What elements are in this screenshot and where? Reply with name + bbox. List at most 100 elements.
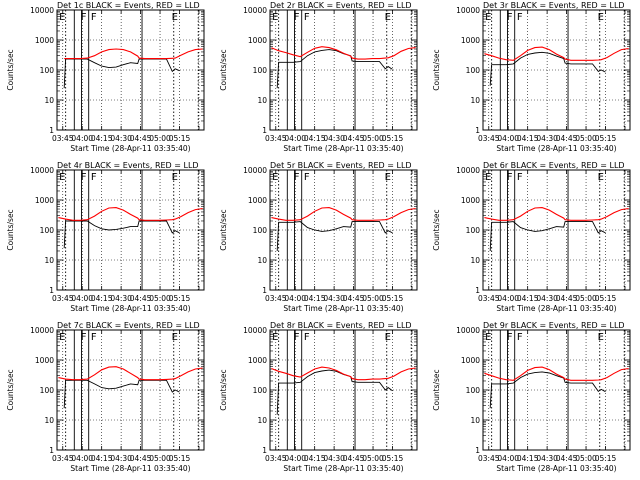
y-tick-label: 100 — [466, 66, 481, 75]
y-axis-label: Counts/sec — [219, 49, 228, 90]
series-events-line — [489, 221, 606, 252]
y-axis-label: Counts/sec — [219, 369, 228, 410]
plot-frame — [269, 329, 418, 451]
x-tick-label: 04:45 — [343, 294, 365, 303]
region-label-e: E — [385, 12, 391, 23]
plot-frame — [482, 9, 631, 131]
y-tick-label: 100 — [466, 226, 481, 235]
y-tick-label: 10 — [470, 416, 480, 425]
x-tick-label: 04:00 — [497, 454, 519, 463]
y-axis-label: Counts/sec — [6, 49, 15, 90]
x-tick-label: 04:15 — [517, 454, 539, 463]
x-axis-label: Start Time (28-Apr-11 03:35:40) — [70, 144, 190, 153]
x-tick-label: 04:45 — [343, 134, 365, 143]
region-label-f: F — [294, 332, 300, 343]
x-tick-label: 03:45 — [478, 454, 500, 463]
y-tick-label: 1000 — [461, 36, 480, 45]
x-tick-label: 05:00 — [362, 294, 384, 303]
x-tick-label: 04:30 — [536, 454, 558, 463]
y-axis-label: Counts/sec — [219, 209, 228, 250]
region-label-f: F — [81, 12, 87, 23]
region-label-e: E — [598, 332, 604, 343]
region-label-f: F — [517, 332, 523, 343]
x-tick-label: 03:45 — [265, 294, 287, 303]
y-tick-label: 1 — [475, 286, 480, 295]
x-tick-label: 04:00 — [71, 294, 93, 303]
x-axis-label: Start Time (28-Apr-11 03:35:40) — [496, 304, 616, 313]
series-lld-line — [64, 48, 203, 60]
x-tick-label: 04:45 — [343, 454, 365, 463]
x-tick-label: 04:45 — [556, 454, 578, 463]
y-tick-label: 10 — [470, 256, 480, 265]
y-tick-label: 1 — [262, 286, 267, 295]
y-tick-label: 10 — [44, 96, 54, 105]
x-tick-label: 04:30 — [110, 294, 132, 303]
y-tick-label: 1000 — [461, 196, 480, 205]
series-events-line — [276, 49, 393, 89]
region-label-e: E — [172, 12, 178, 23]
y-tick-label: 1000 — [248, 196, 267, 205]
series-lld-line — [271, 207, 416, 221]
panel-title: Det 8r BLACK = Events, RED = LLD — [270, 321, 412, 330]
y-tick-label: 10000 — [456, 326, 480, 335]
series-lld-line — [484, 46, 629, 61]
panel-title: Det 6r BLACK = Events, RED = LLD — [483, 161, 625, 170]
x-tick-label: 04:45 — [556, 294, 578, 303]
y-tick-label: 1 — [262, 446, 267, 455]
region-label-f: F — [517, 12, 523, 23]
x-axis-label: Start Time (28-Apr-11 03:35:40) — [283, 144, 403, 153]
x-tick-label: 04:15 — [91, 294, 113, 303]
y-tick-label: 100 — [40, 66, 55, 75]
y-axis-label: Counts/sec — [6, 369, 15, 410]
x-tick-label: 04:15 — [91, 454, 113, 463]
region-label-e: E — [385, 172, 391, 183]
panel-title: Det 5r BLACK = Events, RED = LLD — [270, 161, 412, 170]
region-label-f: F — [304, 12, 310, 23]
x-tick-label: 04:15 — [91, 134, 113, 143]
region-label-f: F — [517, 172, 523, 183]
region-label-e: E — [172, 172, 178, 183]
plot-frame — [269, 9, 418, 131]
x-tick-label: 04:00 — [284, 294, 306, 303]
region-label-e: E — [598, 12, 604, 23]
region-label-f: F — [91, 332, 97, 343]
x-tick-label: 04:00 — [497, 294, 519, 303]
panel-title: Det 1c BLACK = Events, RED = LLD — [57, 1, 200, 10]
y-tick-label: 100 — [466, 386, 481, 395]
x-tick-label: 04:15 — [304, 134, 326, 143]
y-axis-label: Counts/sec — [432, 369, 441, 410]
region-label-f: F — [91, 172, 97, 183]
x-tick-label: 04:00 — [284, 454, 306, 463]
x-tick-label: 05:15 — [169, 134, 191, 143]
panel-7: E F F E Det 7c BLACK = Events, RED = LLD 1 10 1… — [6, 321, 205, 473]
y-tick-label: 10000 — [30, 326, 54, 335]
y-tick-label: 10 — [257, 416, 267, 425]
region-label-f: F — [507, 12, 513, 23]
y-tick-label: 1000 — [461, 356, 480, 365]
x-tick-label: 05:15 — [595, 134, 617, 143]
x-tick-label: 04:15 — [304, 454, 326, 463]
panel-title: Det 7c BLACK = Events, RED = LLD — [57, 321, 200, 330]
x-tick-label: 05:15 — [595, 294, 617, 303]
x-tick-label: 05:00 — [149, 454, 171, 463]
y-axis-label: Counts/sec — [432, 209, 441, 250]
region-label-f: F — [304, 332, 310, 343]
x-tick-label: 05:15 — [169, 294, 191, 303]
region-label-e: E — [272, 12, 278, 23]
y-tick-label: 10000 — [30, 166, 54, 175]
plot-frame — [482, 169, 631, 291]
series-lld-line — [58, 207, 203, 221]
panel-title: Det 9r BLACK = Events, RED = LLD — [483, 321, 625, 330]
panel-title: Det 4r BLACK = Events, RED = LLD — [57, 161, 199, 170]
series-events-line — [489, 51, 606, 86]
y-tick-label: 1 — [49, 126, 54, 135]
series-lld-line — [484, 366, 629, 381]
x-tick-label: 03:45 — [265, 134, 287, 143]
y-axis-label: Counts/sec — [432, 49, 441, 90]
region-label-e: E — [59, 12, 65, 23]
plot-frame — [56, 169, 205, 291]
x-tick-label: 05:00 — [575, 294, 597, 303]
panel-5: E F F E Det 5r BLACK = Events, RED = LLD 1 10 1… — [219, 161, 418, 313]
